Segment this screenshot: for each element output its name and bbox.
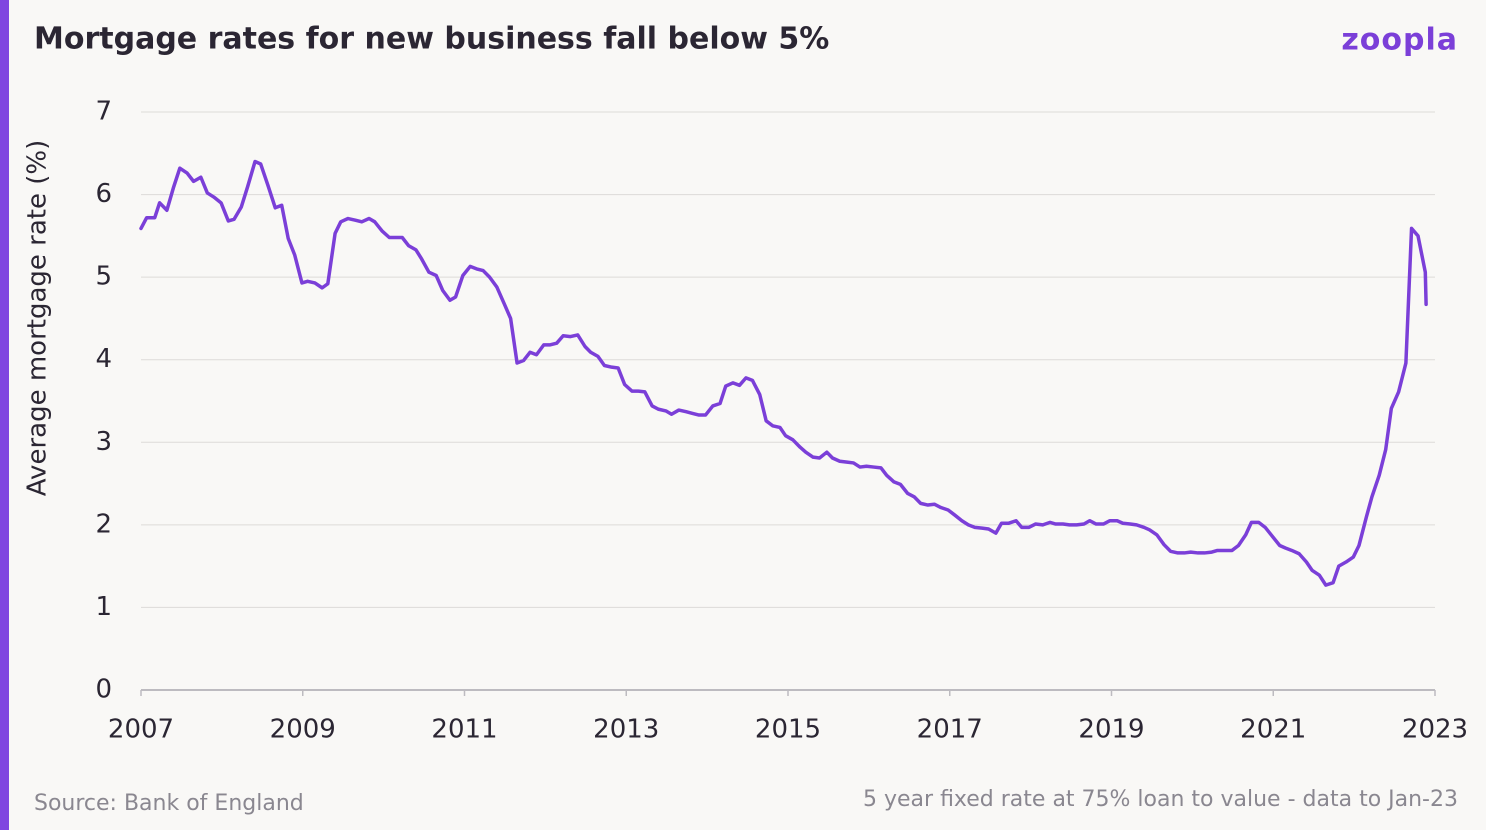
y-tick-label: 6 (95, 179, 112, 209)
y-axis-label: Average mortgage rate (%) (23, 140, 53, 496)
y-tick-label: 2 (95, 509, 112, 539)
x-tick-label: 2009 (270, 715, 336, 745)
logo: zoopla (1341, 23, 1458, 58)
x-tick-label: 2011 (431, 715, 497, 745)
y-tick-label: 4 (95, 344, 112, 374)
chart-title: Mortgage rates for new business fall bel… (34, 22, 829, 57)
accent-bar (0, 0, 9, 830)
x-tick-label: 2013 (593, 715, 659, 745)
x-tick-label: 2017 (917, 715, 983, 745)
y-tick-label: 1 (95, 592, 112, 622)
y-tick-label: 0 (95, 675, 112, 705)
y-tick-label: 7 (95, 97, 112, 127)
note: 5 year fixed rate at 75% loan to value -… (863, 787, 1458, 812)
data-line (139, 159, 1428, 587)
x-tick-label: 2023 (1402, 715, 1468, 745)
x-tick-label: 2019 (1078, 715, 1144, 745)
y-tick-label: 3 (95, 427, 112, 457)
y-tick-label: 5 (95, 262, 112, 292)
x-tick-label: 2021 (1240, 715, 1306, 745)
x-tick-label: 2015 (755, 715, 821, 745)
source: Source: Bank of England (34, 791, 304, 816)
x-tick-label: 2007 (108, 715, 174, 745)
